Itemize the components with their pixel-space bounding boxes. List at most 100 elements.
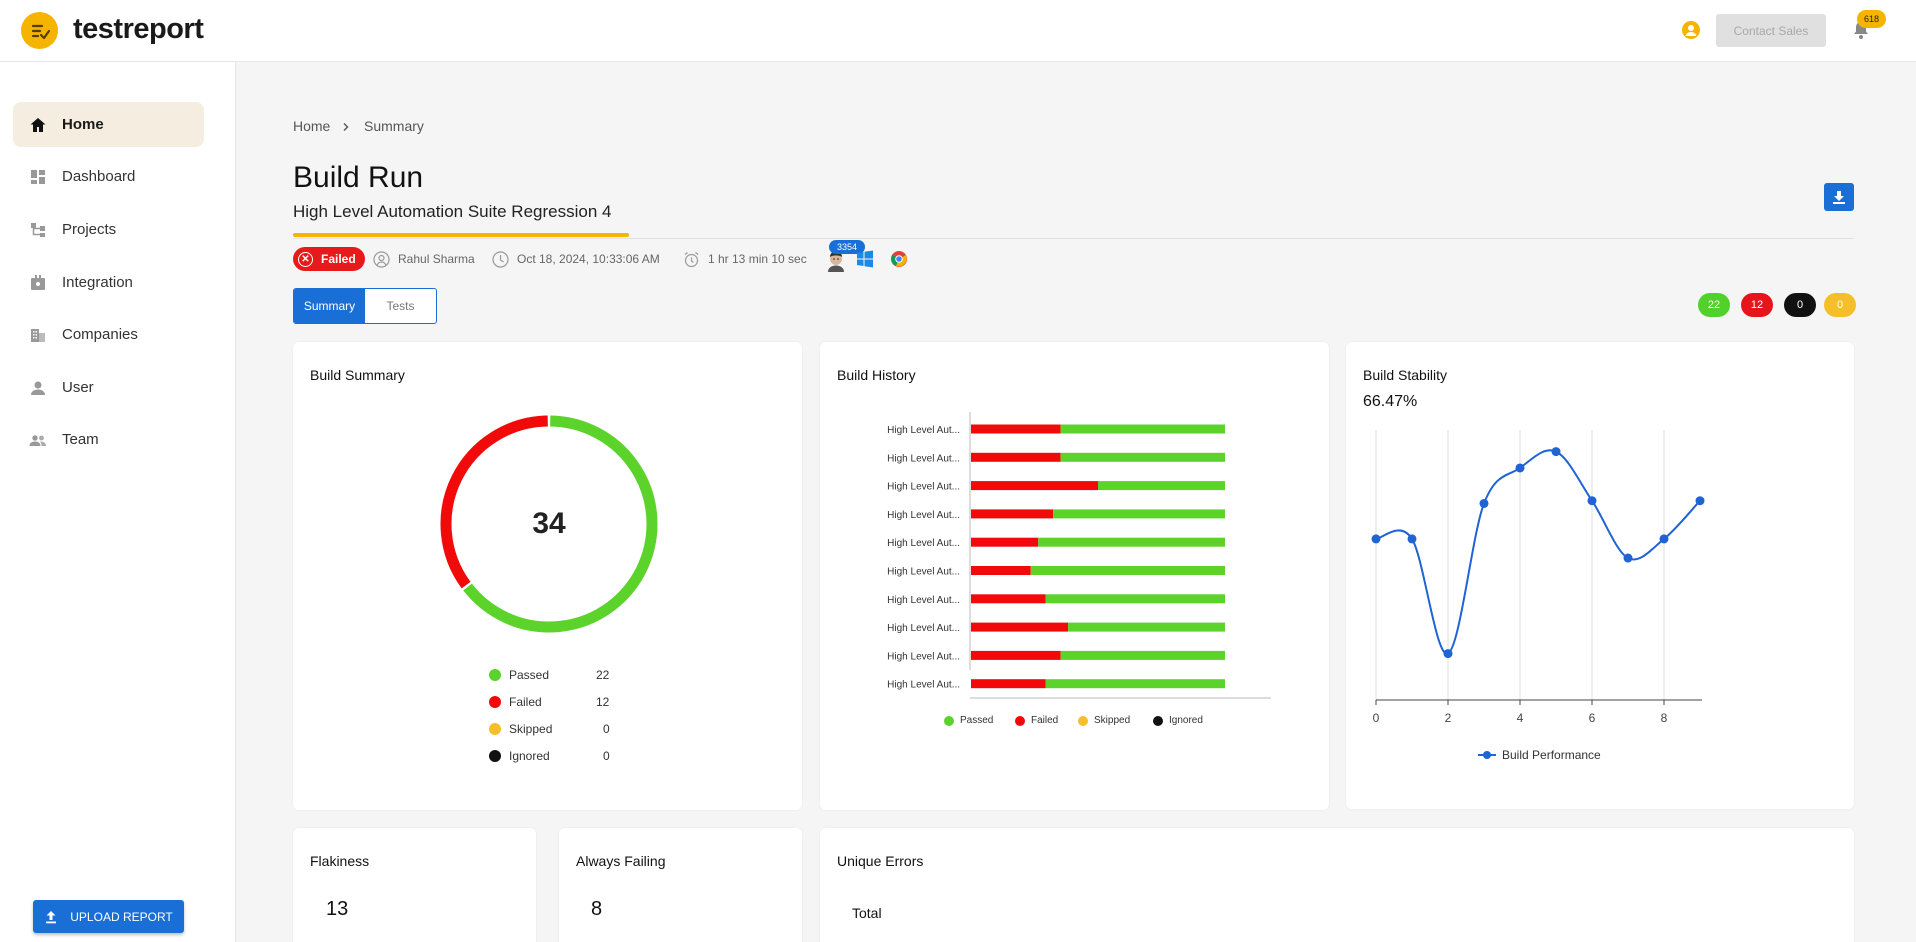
build-performance-point[interactable] bbox=[1659, 534, 1669, 544]
user-icon bbox=[31, 381, 45, 395]
legend-value: 0 bbox=[603, 722, 610, 736]
bar-passed[interactable] bbox=[1053, 509, 1225, 519]
bar-passed[interactable] bbox=[1060, 650, 1225, 660]
donut-slice-passed[interactable] bbox=[463, 415, 658, 633]
upload-report-button[interactable]: UPLOAD REPORT bbox=[33, 900, 184, 933]
build-performance-point[interactable] bbox=[1587, 496, 1597, 506]
bar-failed[interactable] bbox=[971, 481, 1098, 491]
bar-failed[interactable] bbox=[971, 594, 1046, 604]
flakiness-card: Flakiness 13 bbox=[293, 828, 536, 942]
page-subtitle: High Level Automation Suite Regression 4 bbox=[293, 202, 612, 221]
upload-report-label: UPLOAD REPORT bbox=[70, 909, 173, 924]
build-duration: 1 hr 13 min 10 sec bbox=[683, 250, 807, 268]
build-date-text: Oct 18, 2024, 10:33:06 AM bbox=[517, 252, 660, 266]
legend-dot bbox=[1153, 715, 1163, 726]
x-tick-label: 4 bbox=[1517, 711, 1524, 722]
donut-slice-failed[interactable] bbox=[440, 415, 548, 589]
home-icon bbox=[30, 117, 46, 132]
legend-skipped: Skipped 0 bbox=[489, 722, 610, 736]
bar-passed[interactable] bbox=[1038, 537, 1225, 547]
history-legend-failed: Failed bbox=[1015, 715, 1058, 726]
sidebar-item-companies[interactable]: Companies bbox=[13, 312, 204, 357]
always-failing-value: 8 bbox=[591, 898, 603, 920]
tab-summary[interactable]: Summary bbox=[294, 289, 365, 323]
sidebar: Home Dashboard Projects Integration Comp… bbox=[0, 62, 236, 942]
legend-label: Failed bbox=[509, 695, 542, 709]
sidebar-item-label: Integration bbox=[62, 274, 133, 291]
build-performance-point[interactable] bbox=[1551, 447, 1561, 457]
download-button[interactable] bbox=[1824, 183, 1854, 211]
tab-tests[interactable]: Tests bbox=[386, 299, 415, 313]
sidebar-item-dashboard[interactable]: Dashboard bbox=[13, 154, 204, 199]
bar-passed[interactable] bbox=[1030, 566, 1225, 575]
app-name[interactable]: testreport bbox=[73, 13, 204, 45]
build-performance-point[interactable] bbox=[1407, 534, 1417, 544]
build-performance-point[interactable] bbox=[1515, 463, 1525, 473]
subtitle-underline bbox=[293, 233, 629, 237]
build-performance-point[interactable] bbox=[1695, 496, 1705, 506]
download-icon bbox=[1833, 191, 1845, 204]
build-performance-point[interactable] bbox=[1479, 498, 1489, 508]
upload-icon bbox=[46, 910, 57, 923]
bar-passed[interactable] bbox=[1045, 594, 1225, 604]
bar-passed[interactable] bbox=[1060, 424, 1225, 434]
history-row-label: High Level Aut... bbox=[887, 482, 960, 493]
history-legend-passed: Passed bbox=[944, 715, 993, 726]
history-row-label: High Level Aut... bbox=[887, 510, 960, 521]
passed-count-badge: 22 bbox=[1698, 293, 1730, 317]
x-tick-label: 0 bbox=[1373, 711, 1380, 722]
build-duration-text: 1 hr 13 min 10 sec bbox=[708, 252, 807, 266]
bar-failed[interactable] bbox=[971, 452, 1061, 462]
bar-failed[interactable] bbox=[971, 537, 1039, 547]
sidebar-item-projects[interactable]: Projects bbox=[13, 207, 204, 252]
bar-failed[interactable] bbox=[971, 509, 1054, 519]
history-row-label: High Level Aut... bbox=[887, 595, 960, 606]
build-summary-donut bbox=[440, 415, 658, 633]
bar-passed[interactable] bbox=[1068, 622, 1225, 632]
legend-value: 12 bbox=[596, 695, 610, 709]
bar-passed[interactable] bbox=[1045, 679, 1225, 689]
history-row-label: High Level Aut... bbox=[887, 567, 960, 578]
bar-passed[interactable] bbox=[1060, 452, 1225, 462]
failed-count-badge: 12 bbox=[1741, 293, 1773, 317]
clock-icon bbox=[492, 250, 509, 268]
build-user-name: Rahul Sharma bbox=[398, 252, 475, 266]
bar-passed[interactable] bbox=[1098, 481, 1225, 491]
bar-failed[interactable] bbox=[971, 622, 1069, 632]
status-badge: ✕ Failed bbox=[293, 247, 365, 271]
sidebar-item-integration[interactable]: Integration bbox=[13, 260, 204, 305]
user-avatar-icon[interactable] bbox=[1682, 21, 1700, 39]
build-performance-point[interactable] bbox=[1623, 553, 1633, 563]
legend-label: Ignored bbox=[509, 749, 550, 763]
bar-failed[interactable] bbox=[971, 650, 1061, 660]
stability-legend: Build Performance bbox=[1478, 748, 1601, 762]
x-tick-label: 2 bbox=[1445, 711, 1452, 722]
build-performance-point[interactable] bbox=[1371, 534, 1381, 544]
sidebar-item-team[interactable]: Team bbox=[13, 417, 204, 462]
bar-failed[interactable] bbox=[971, 566, 1031, 575]
history-row-label: High Level Aut... bbox=[887, 680, 960, 691]
projects-icon bbox=[31, 222, 45, 237]
integration-icon bbox=[31, 274, 45, 290]
dashboard-icon bbox=[31, 169, 45, 184]
history-row-label: High Level Aut... bbox=[887, 651, 960, 662]
contact-sales-button[interactable]: Contact Sales bbox=[1716, 14, 1826, 47]
build-date: Oct 18, 2024, 10:33:06 AM bbox=[492, 250, 660, 268]
logo-icon[interactable] bbox=[21, 12, 58, 49]
sidebar-item-label: User bbox=[62, 379, 94, 396]
sidebar-item-home[interactable]: Home bbox=[13, 102, 204, 147]
bar-failed[interactable] bbox=[971, 679, 1046, 689]
history-row-label: High Level Aut... bbox=[887, 453, 960, 464]
chevron-right-icon bbox=[343, 123, 349, 131]
history-row-label: High Level Aut... bbox=[887, 538, 960, 549]
build-performance-point[interactable] bbox=[1443, 649, 1453, 659]
bar-failed[interactable] bbox=[971, 424, 1061, 434]
card-title: Build Summary bbox=[310, 367, 405, 383]
sidebar-item-user[interactable]: User bbox=[13, 365, 204, 410]
sidebar-item-label: Dashboard bbox=[62, 168, 136, 185]
legend-label: Passed bbox=[960, 715, 994, 726]
legend-failed: Failed 12 bbox=[489, 695, 609, 709]
card-title: Flakiness bbox=[310, 853, 370, 869]
breadcrumb-home[interactable]: Home bbox=[293, 118, 331, 134]
breadcrumb-current: Summary bbox=[364, 118, 424, 134]
